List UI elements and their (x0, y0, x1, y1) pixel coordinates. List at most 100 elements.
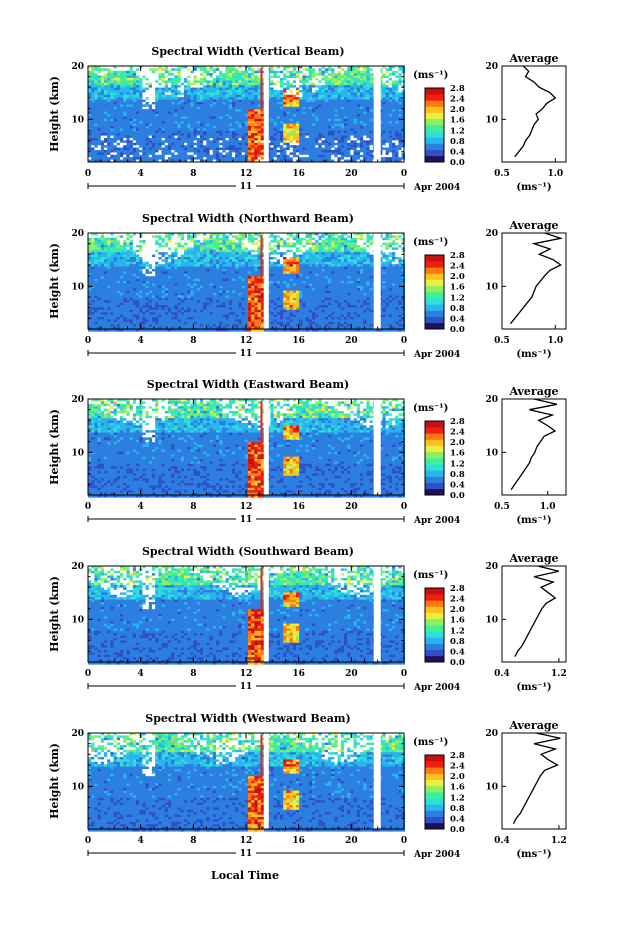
heatmap-cell (322, 90, 325, 93)
heatmap-cell (165, 107, 168, 110)
heatmap-cell (370, 104, 373, 107)
average-title: Average (508, 52, 558, 65)
heatmap-cell (181, 247, 184, 250)
heatmap-cell (165, 243, 168, 246)
heatmap-cell (254, 140, 257, 143)
heatmap-cell (398, 143, 401, 146)
heatmap-cell (322, 71, 325, 74)
heatmap-cell (386, 109, 389, 112)
heatmap-cell (226, 112, 229, 115)
heatmap-cell (94, 131, 97, 134)
heatmap-cell (213, 140, 216, 143)
heatmap-cell (366, 126, 369, 129)
heatmap-cell (142, 97, 145, 100)
heatmap-cell (286, 104, 289, 107)
heatmap-cell (149, 100, 152, 103)
heatmap-cell (181, 100, 184, 103)
heatmap-cell (366, 83, 369, 86)
heatmap-cell (318, 247, 321, 250)
heatmap-cell (325, 138, 328, 141)
heatmap-cell (344, 131, 347, 134)
heatmap-cell (347, 109, 350, 112)
heatmap-cell (91, 245, 94, 248)
heatmap-cell (341, 250, 344, 253)
heatmap-cell (325, 247, 328, 250)
heatmap-cell (354, 71, 357, 74)
heatmap-cell (286, 95, 289, 98)
heatmap-cell (213, 138, 216, 141)
heatmap-cell (139, 85, 142, 88)
heatmap-cell (158, 119, 161, 122)
heatmap-cell (328, 88, 331, 91)
heatmap-cell (280, 150, 283, 153)
heatmap-cell (126, 112, 129, 115)
heatmap-cell (338, 112, 341, 115)
heatmap-cell (222, 152, 225, 155)
heatmap-cell (363, 150, 366, 153)
heatmap-cell (203, 247, 206, 250)
heatmap-cell (318, 148, 321, 151)
heatmap-cell (178, 83, 181, 86)
heatmap-cell (395, 88, 398, 91)
heatmap-cell (110, 255, 113, 258)
heatmap-cell (194, 100, 197, 103)
heatmap-cell (280, 128, 283, 131)
heatmap-cell (117, 114, 120, 117)
heatmap-cell (360, 85, 363, 88)
heatmap-cell (245, 92, 248, 95)
heatmap-cell (309, 88, 312, 91)
heatmap-cell (235, 126, 238, 129)
heatmap-cell (382, 114, 385, 117)
heatmap-cell (354, 240, 357, 243)
heatmap-cell (104, 95, 107, 98)
heatmap-cell (354, 68, 357, 71)
heatmap-cell (114, 243, 117, 246)
heatmap-cell (238, 128, 241, 131)
heatmap-cell (149, 80, 152, 83)
heatmap-cell (123, 90, 126, 93)
heatmap-cell (334, 73, 337, 76)
heatmap-cell (181, 148, 184, 151)
heatmap-cell (142, 136, 145, 139)
heatmap-cell (114, 102, 117, 105)
heatmap-cell (120, 157, 123, 160)
heatmap-cell (299, 112, 302, 115)
heatmap-cell (382, 102, 385, 105)
heatmap-cell (280, 136, 283, 139)
heatmap-cell (299, 126, 302, 129)
heatmap-cell (238, 68, 241, 71)
heatmap-cell (344, 245, 347, 248)
heatmap-cell (171, 80, 174, 83)
heatmap-cell (133, 114, 136, 117)
heatmap-cell (210, 157, 213, 160)
heatmap-cell (325, 245, 328, 248)
heatmap-cell (190, 100, 193, 103)
heatmap-cell (210, 71, 213, 74)
heatmap-cell (338, 133, 341, 136)
heatmap-cell (226, 145, 229, 148)
heatmap-cell (366, 240, 369, 243)
heatmap-cell (222, 88, 225, 91)
heatmap-cell (334, 68, 337, 71)
heatmap-cell (392, 71, 395, 74)
heatmap-cell (312, 128, 315, 131)
heatmap-cell (363, 143, 366, 146)
heatmap-cell (354, 138, 357, 141)
heatmap-cell (392, 143, 395, 146)
heatmap-cell (242, 112, 245, 115)
heatmap-cell (178, 235, 181, 238)
heatmap-cell (370, 95, 373, 98)
heatmap-cell (190, 121, 193, 124)
heatmap-cell (136, 85, 139, 88)
heatmap-cell (296, 92, 299, 95)
heatmap-cell (370, 114, 373, 117)
heatmap-cell (184, 85, 187, 88)
heatmap-cell (296, 250, 299, 253)
heatmap-cell (389, 100, 392, 103)
heatmap-cell (341, 92, 344, 95)
heatmap-cell (270, 121, 273, 124)
heatmap-cell (302, 131, 305, 134)
heatmap-cell (219, 133, 222, 136)
heatmap-cell (226, 100, 229, 103)
heatmap-cell (261, 148, 264, 151)
